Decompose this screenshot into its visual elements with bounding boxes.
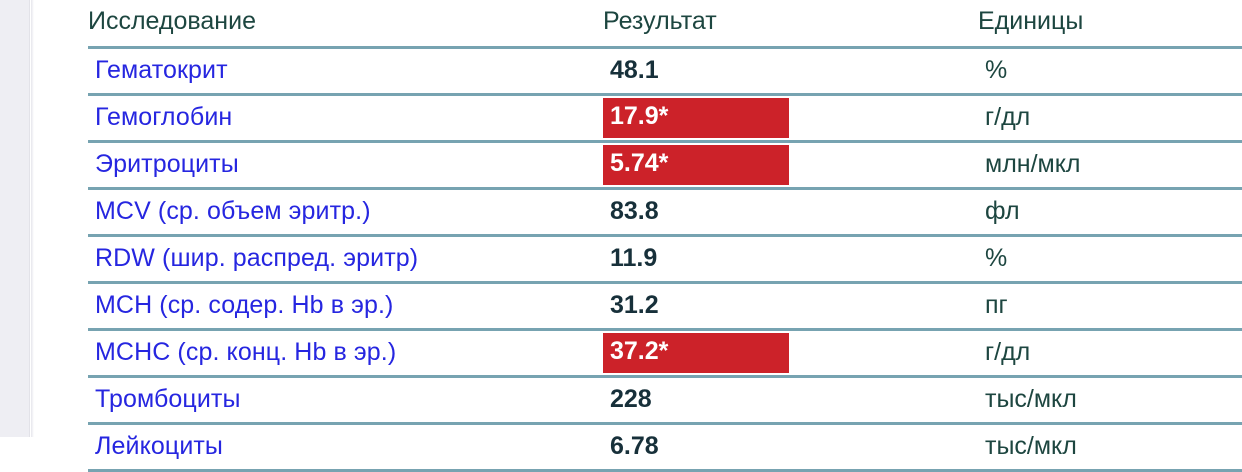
units-label: тыс/мкл [985, 432, 1077, 461]
units-value: % [978, 235, 1242, 284]
units-label: млн/мкл [985, 150, 1081, 179]
units-label: тыс/мкл [985, 385, 1077, 414]
test-name-label: MCV (ср. объем эритр.) [95, 197, 371, 226]
test-name-link[interactable]: Тромбоциты [88, 376, 603, 425]
test-name-label: Тромбоциты [95, 385, 241, 414]
test-name-link[interactable]: MCV (ср. объем эритр.) [88, 188, 603, 237]
units-value: млн/мкл [978, 141, 1242, 190]
result-label: 228 [610, 385, 652, 414]
result-value: 83.8 [603, 188, 978, 237]
result-value: 6.78 [603, 423, 978, 472]
table-row: Гемоглобин 17.9* г/дл [88, 94, 1242, 143]
test-name-label: MCH (ср. содер. Hb в эр.) [95, 291, 394, 320]
result-value-abnormal: 17.9* [603, 94, 978, 143]
test-name-link[interactable]: RDW (шир. распред. эритр) [88, 235, 603, 284]
test-name-label: Гематокрит [95, 56, 228, 85]
result-value: 48.1 [603, 47, 978, 96]
test-name-label: Гемоглобин [95, 103, 233, 132]
abnormal-highlight-badge: 5.74* [603, 145, 789, 185]
test-name-link[interactable]: Гематокрит [88, 47, 603, 96]
page-gutter [0, 0, 30, 437]
test-name-label: Эритроциты [95, 150, 239, 179]
abnormal-highlight-badge: 37.2* [603, 333, 789, 373]
result-value: 31.2 [603, 282, 978, 331]
units-value: г/дл [978, 94, 1242, 143]
table-header-row: Исследование Результат Единицы [88, 0, 1242, 49]
units-value: пг [978, 282, 1242, 331]
result-value: 11.9 [603, 235, 978, 284]
report-page: Исследование Результат Единицы Гематокри… [34, 0, 1242, 472]
result-label: 48.1 [610, 56, 659, 85]
table-row: MCH (ср. содер. Hb в эр.) 31.2 пг [88, 282, 1242, 331]
units-label: г/дл [985, 338, 1031, 367]
test-name-link[interactable]: MCH (ср. содер. Hb в эр.) [88, 282, 603, 331]
units-label: % [985, 244, 1008, 273]
abnormal-highlight-badge: 17.9* [603, 98, 789, 138]
units-label: г/дл [985, 103, 1031, 132]
units-value: г/дл [978, 329, 1242, 378]
test-name-label: MCHC (ср. конц. Hb в эр.) [95, 338, 397, 367]
result-label: 83.8 [610, 197, 659, 226]
result-value-abnormal: 37.2* [603, 329, 978, 378]
table-row: Тромбоциты 228 тыс/мкл [88, 376, 1242, 425]
column-header-units: Единицы [978, 0, 1242, 49]
column-header-test: Исследование [88, 0, 603, 49]
result-label: 11.9 [610, 244, 658, 273]
table-row: MCHC (ср. конц. Hb в эр.) 37.2* г/дл [88, 329, 1242, 378]
result-label: 6.78 [610, 432, 659, 461]
test-name-link[interactable]: Лейкоциты [88, 423, 603, 472]
table-row: Лейкоциты 6.78 тыс/мкл [88, 423, 1242, 472]
units-label: % [985, 56, 1008, 85]
page-gutter-shadow [31, 0, 34, 437]
units-value: тыс/мкл [978, 423, 1242, 472]
test-name-link[interactable]: MCHC (ср. конц. Hb в эр.) [88, 329, 603, 378]
test-name-link[interactable]: Гемоглобин [88, 94, 603, 143]
table-row: RDW (шир. распред. эритр) 11.9% [88, 235, 1242, 284]
test-name-link[interactable]: Эритроциты [88, 141, 603, 190]
units-value: фл [978, 188, 1242, 237]
result-value: 228 [603, 376, 978, 425]
units-label: фл [985, 197, 1020, 226]
result-label: 31.2 [610, 291, 659, 320]
test-name-label: RDW (шир. распред. эритр) [95, 244, 419, 273]
lab-results-table: Исследование Результат Единицы Гематокри… [88, 0, 1242, 472]
units-label: пг [985, 291, 1008, 320]
result-value-abnormal: 5.74* [603, 141, 978, 190]
table-header: Исследование Результат Единицы [88, 0, 1242, 49]
column-header-result: Результат [603, 0, 978, 49]
table-row: Эритроциты 5.74* млн/мкл [88, 141, 1242, 190]
units-value: % [978, 47, 1242, 96]
units-value: тыс/мкл [978, 376, 1242, 425]
table-row: MCV (ср. объем эритр.) 83.8 фл [88, 188, 1242, 237]
table-row: Гематокрит 48.1% [88, 47, 1242, 96]
table-body: Гематокрит 48.1% Гемоглобин 17.9* г/дл Эритро… [88, 47, 1242, 472]
test-name-label: Лейкоциты [95, 432, 223, 461]
